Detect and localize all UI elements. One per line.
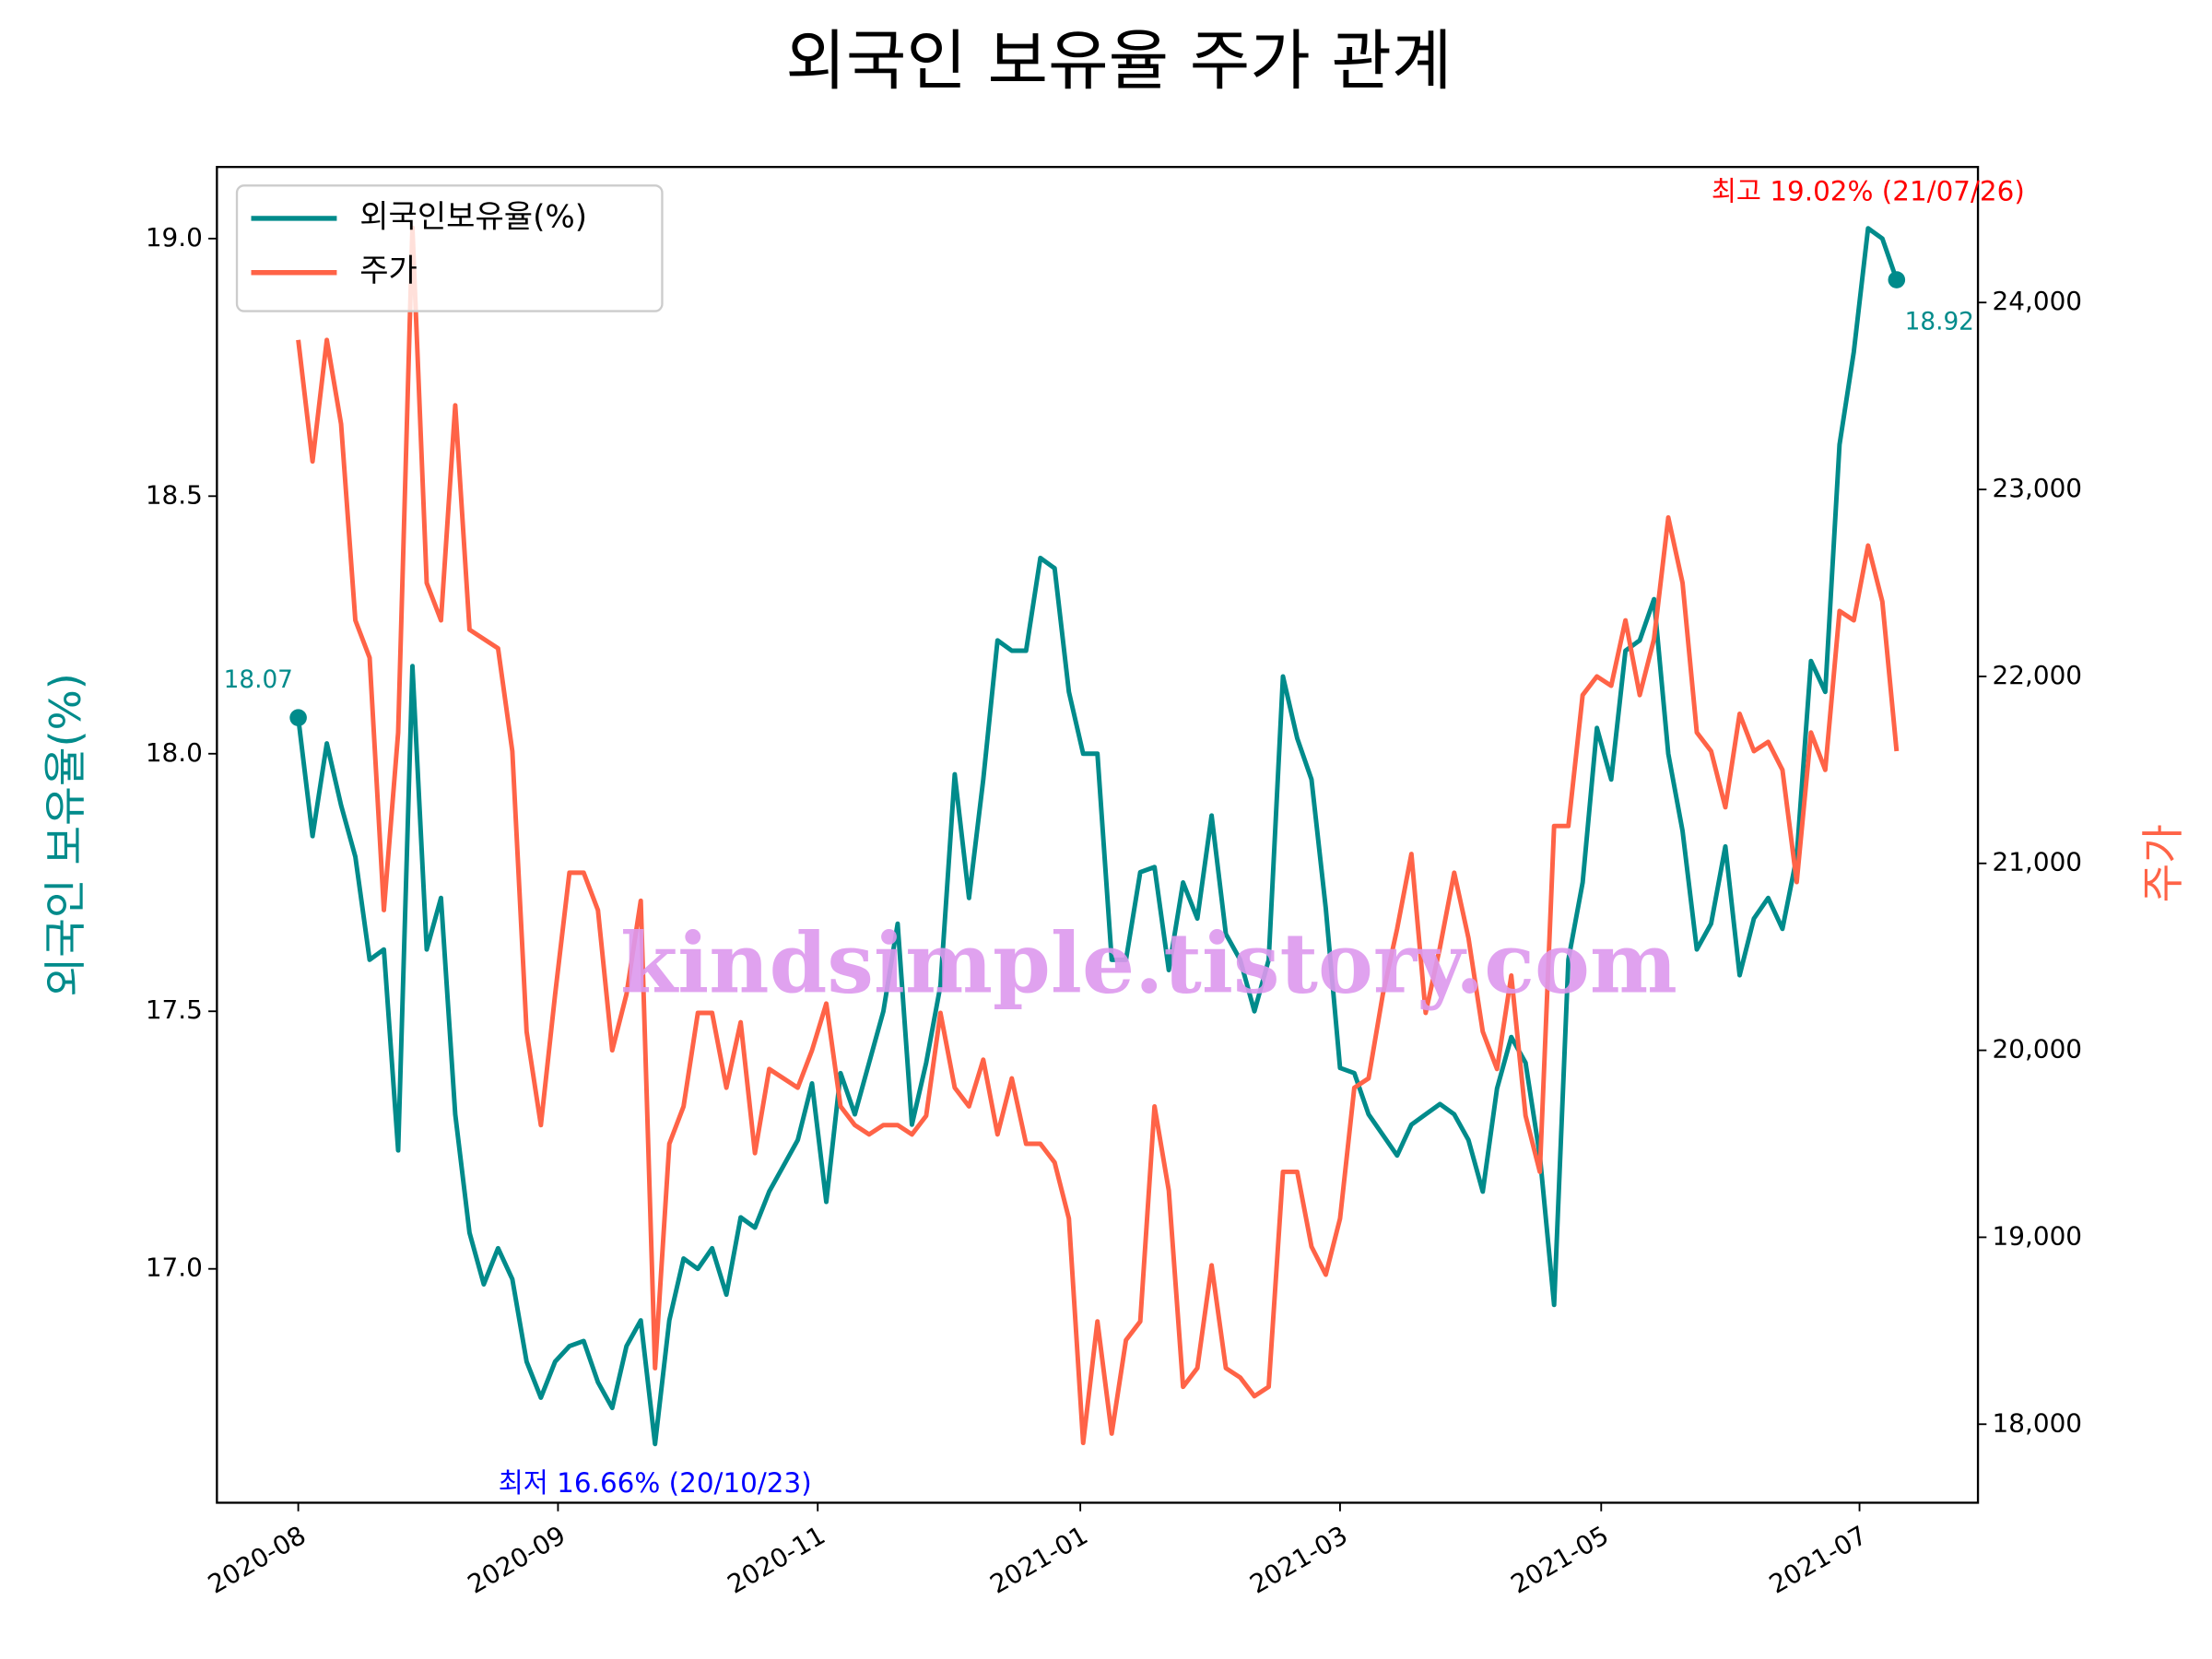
y2-tick-label: 22,000 <box>1993 660 2082 690</box>
legend-box <box>235 184 664 312</box>
y2-tick-label: 23,000 <box>1993 473 2082 503</box>
value-label-start: 18.07 <box>224 666 293 694</box>
plot-area <box>296 225 1900 1447</box>
legend-label: 주가 <box>359 253 418 289</box>
series-line <box>296 226 1900 1447</box>
y-tick-label: 19.0 <box>146 222 203 253</box>
chart-title: 외국인 보유율 주가 관계 <box>785 23 1452 100</box>
y-tick-label: 17.5 <box>146 994 203 1025</box>
point-marker <box>289 709 307 726</box>
y-axis-label: 외국인 보유율(%) <box>41 673 90 996</box>
x-tick-label: 2021-07 <box>1764 1520 1872 1600</box>
point-marker <box>1888 271 1906 288</box>
x-tick-label: 2021-01 <box>985 1520 1093 1600</box>
y2-tick-label: 18,000 <box>1993 1407 2082 1438</box>
x-tick-label: 2021-05 <box>1506 1520 1614 1600</box>
y-tick-label: 18.5 <box>146 479 203 510</box>
plot-frame <box>216 166 1980 1504</box>
watermark: kindsimple.tistory.com <box>620 915 1677 1012</box>
y-tick-label: 17.0 <box>146 1253 203 1283</box>
series-line <box>296 225 1900 1446</box>
value-label-end: 18.92 <box>1905 309 1974 336</box>
y2-axis-label: 주가 <box>2138 824 2188 902</box>
min-annotation: 최저 16.66% (20/10/23) <box>499 1467 812 1499</box>
legend-label: 외국인보유율(%) <box>359 198 587 235</box>
x-tick-label: 2020-08 <box>203 1520 311 1600</box>
y2-tick-label: 19,000 <box>1993 1220 2082 1251</box>
y2-tick-label: 21,000 <box>1993 847 2082 877</box>
y2-tick-label: 24,000 <box>1993 286 2082 316</box>
x-tick-label: 2020-09 <box>463 1520 571 1600</box>
x-tick-label: 2020-11 <box>723 1520 830 1600</box>
y2-tick-label: 20,000 <box>1993 1034 2082 1065</box>
x-tick-label: 2021-03 <box>1244 1520 1352 1600</box>
y-tick-label: 18.0 <box>146 737 203 768</box>
max-annotation: 최고 19.02% (21/07/26) <box>1712 176 2025 207</box>
